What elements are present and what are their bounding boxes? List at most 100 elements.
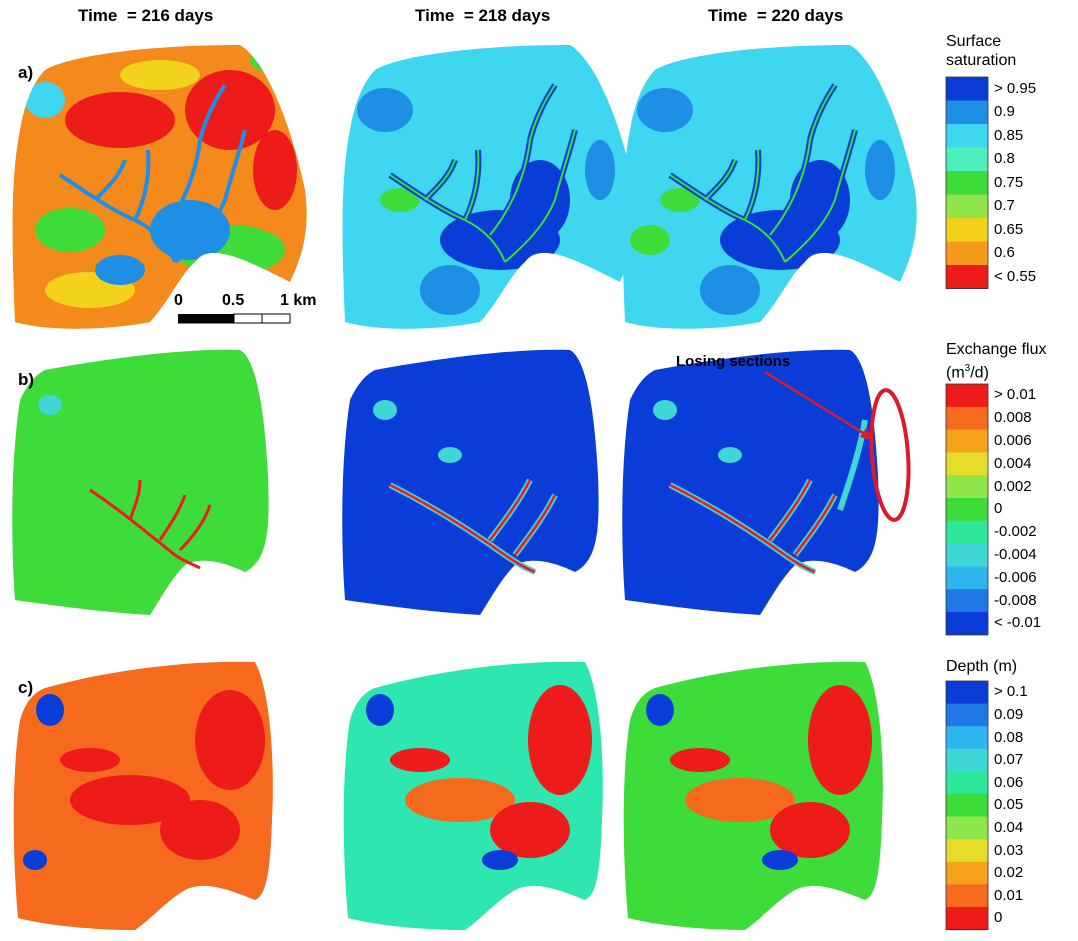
legend-swatch-flux-2 — [946, 429, 988, 453]
legend-swatch-flux-7 — [946, 543, 988, 567]
losing-sections-label: Losing sections — [676, 353, 791, 370]
panel-b-216 — [12, 349, 269, 615]
legend-swatch-saturation-4 — [946, 171, 988, 195]
legend-swatch-saturation-1 — [946, 100, 988, 125]
scale-label-0: 0 — [174, 292, 183, 309]
scale-bar — [178, 313, 291, 324]
column-title-216: Time = 216 days — [78, 6, 214, 25]
legend-swatch-depth-10 — [946, 907, 988, 931]
legend-label-flux-6: -0.002 — [994, 523, 1037, 541]
legend-title-depth-line1: Depth (m) — [946, 658, 1018, 675]
legend-label-depth-8: 0.02 — [994, 864, 1024, 882]
legend-label-flux-9: -0.008 — [994, 591, 1037, 609]
legend-frame-depth — [945, 680, 989, 931]
legend-label-saturation-4: 0.75 — [994, 173, 1024, 191]
legend-label-saturation-8: < 0.55 — [994, 267, 1037, 285]
legend-swatch-flux-6 — [946, 520, 988, 545]
legend-swatch-flux-1 — [946, 406, 988, 431]
panel-c-218 — [343, 661, 603, 930]
legend-title-flux: Exchange flux (m3/d) — [946, 340, 1047, 382]
legend-frame-saturation — [945, 76, 989, 289]
column-title-218: Time = 218 days — [415, 6, 551, 25]
legend-label-depth-6: 0.04 — [994, 818, 1024, 836]
legend-label-flux-4: 0.002 — [994, 477, 1032, 495]
row-label-b: b) — [18, 370, 35, 389]
row-a-panels — [12, 45, 917, 329]
legend-label-saturation-3: 0.8 — [994, 150, 1015, 168]
legend-swatch-depth-7 — [946, 839, 988, 863]
legend-swatch-saturation-6 — [946, 218, 988, 242]
losing-sections-marker — [764, 370, 911, 522]
legend-swatch-depth-0 — [946, 681, 988, 705]
legend-label-depth-10: 0 — [994, 909, 1003, 927]
legend-label-flux-7: -0.004 — [994, 546, 1037, 563]
legend-label-flux-8: -0.006 — [994, 568, 1037, 586]
legend-label-saturation-5: 0.7 — [994, 197, 1015, 215]
panel-a-216 — [12, 45, 307, 329]
legend-swatch-flux-5 — [946, 498, 988, 522]
row-b-panels — [12, 349, 911, 615]
legend-label-depth-7: 0.03 — [994, 841, 1024, 859]
legend-label-flux-0: > 0.01 — [994, 386, 1037, 404]
legend-label-saturation-1: 0.9 — [994, 103, 1015, 121]
legend-label-flux-5: 0 — [994, 500, 1003, 518]
legend-label-depth-9: 0.01 — [994, 886, 1024, 904]
legend-title-flux-post: /d) — [970, 364, 989, 382]
legend-label-flux-10: < -0.01 — [994, 614, 1042, 632]
legend-label-flux-3: 0.004 — [994, 454, 1032, 472]
scale-label-05: 0.5 — [222, 292, 245, 309]
panel-b-218 — [342, 349, 599, 615]
legend-swatch-saturation-3 — [946, 147, 988, 172]
column-title-220: Time = 220 days — [708, 6, 844, 25]
legend-title-flux-line1: Exchange flux — [946, 341, 1047, 358]
row-label-a: a) — [18, 63, 34, 82]
panel-b-220 — [622, 349, 879, 615]
panel-a-220 — [622, 45, 917, 329]
legend-label-flux-2: 0.006 — [994, 432, 1032, 449]
row-label-c: c) — [18, 678, 34, 697]
legend-swatch-saturation-0 — [946, 77, 988, 101]
legend-swatch-flux-0 — [946, 384, 988, 408]
legend-title-flux-sup: 3 — [964, 363, 971, 374]
legend-label-depth-4: 0.06 — [994, 773, 1024, 791]
legend-swatch-saturation-5 — [946, 194, 988, 219]
legend-title-saturation-line2: saturation — [946, 52, 1017, 69]
legend-swatch-flux-3 — [946, 452, 988, 476]
legend-title-flux-pre: (m — [946, 364, 965, 382]
legend-title-saturation: Surface saturation — [946, 32, 1016, 70]
legend-swatch-flux-8 — [946, 566, 988, 590]
panel-a-218 — [342, 45, 637, 329]
legend-swatch-depth-4 — [946, 771, 988, 795]
legend-label-saturation-0: > 0.95 — [994, 79, 1037, 97]
legend-label-depth-0: > 0.1 — [994, 683, 1028, 701]
legend-swatch-depth-1 — [946, 703, 988, 727]
legend-swatch-depth-6 — [946, 816, 988, 840]
legend-swatch-flux-4 — [946, 475, 988, 499]
legend-swatch-saturation-2 — [946, 124, 988, 148]
scale-label-1km: 1 km — [280, 292, 317, 309]
legend-title-saturation-line1: Surface — [946, 33, 1002, 50]
legend-label-saturation-2: 0.85 — [994, 126, 1024, 144]
legend-title-depth: Depth (m) — [946, 657, 1017, 676]
legend-swatch-depth-5 — [946, 794, 988, 818]
legend-label-flux-1: 0.008 — [994, 409, 1032, 427]
legend-swatch-flux-10 — [946, 612, 988, 636]
legend-frame-flux — [945, 383, 989, 636]
legend-label-depth-3: 0.07 — [994, 751, 1024, 769]
row-c-panels — [13, 661, 883, 930]
legend-swatch-saturation-7 — [946, 241, 988, 266]
panel-c-216 — [13, 661, 273, 930]
legend-swatch-depth-3 — [946, 748, 988, 772]
legend-label-saturation-6: 0.65 — [994, 220, 1024, 238]
legend-label-depth-2: 0.08 — [994, 728, 1024, 746]
legend-label-depth-1: 0.09 — [994, 705, 1024, 723]
legend-swatch-flux-9 — [946, 589, 988, 613]
legend-swatch-depth-9 — [946, 884, 988, 908]
panel-c-220 — [623, 661, 883, 930]
legend-label-depth-5: 0.05 — [994, 796, 1024, 814]
colorbars — [945, 76, 989, 931]
legend-swatch-depth-2 — [946, 726, 988, 750]
legend-swatch-saturation-8 — [946, 265, 988, 289]
legend-label-saturation-7: 0.6 — [994, 244, 1015, 262]
